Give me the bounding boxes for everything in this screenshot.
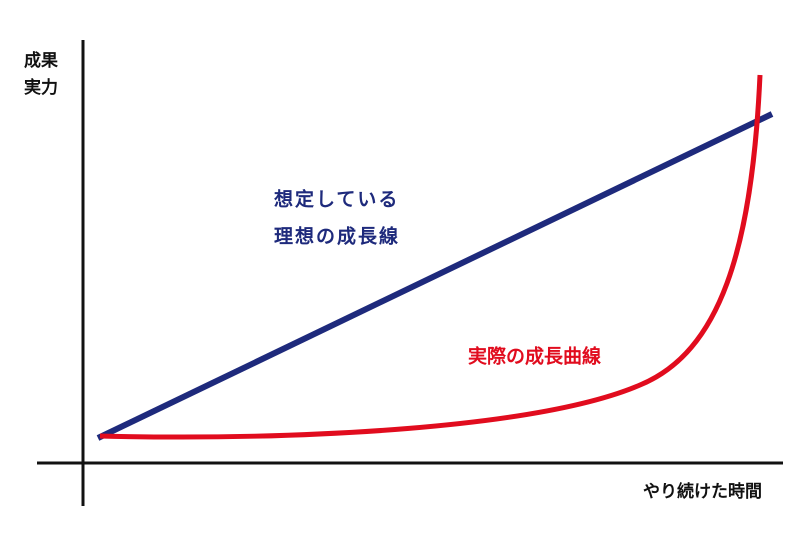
actual-curve: [99, 74, 763, 440]
y-axis-label: 実力: [24, 77, 58, 98]
y-axis-label: 成果: [24, 50, 58, 71]
x-axis-label: やり続けた時間: [643, 481, 762, 502]
ideal-label: 理想の成長線: [274, 225, 400, 248]
ideal-label: 想定している: [274, 188, 399, 211]
ideal-line: [96, 111, 774, 441]
actual-label: 実際の成長曲線: [468, 345, 601, 368]
